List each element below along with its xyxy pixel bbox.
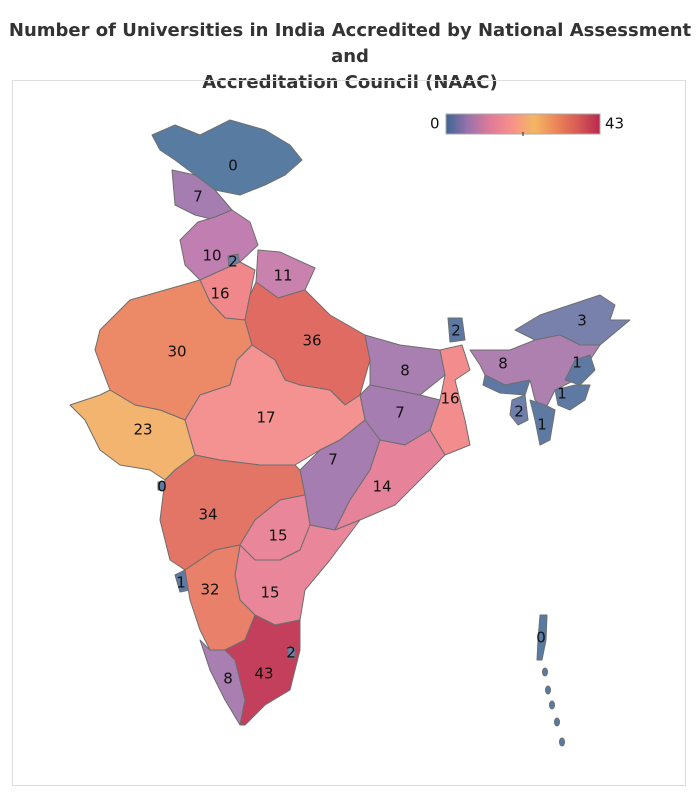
region-jammu-kashmir[interactable] — [151, 119, 303, 196]
title-line-1: Number of Universities in India Accredit… — [8, 20, 692, 67]
map-frame — [12, 80, 686, 786]
value-label-telangana: 15 — [268, 527, 287, 545]
value-label-chhattisgarh: 7 — [328, 451, 338, 469]
value-label-assam: 8 — [498, 355, 508, 373]
value-label-nagaland: 1 — [572, 354, 582, 372]
island-andaman-nicobar[interactable] — [559, 737, 565, 747]
value-label-bihar: 8 — [400, 362, 410, 380]
value-label-tamil-nadu: 43 — [254, 665, 273, 683]
legend-min-label: 0 — [430, 115, 440, 133]
region-tamil-nadu[interactable] — [224, 614, 301, 726]
region-manipur[interactable] — [554, 384, 591, 411]
value-label-maharashtra: 34 — [198, 506, 217, 524]
region-andaman-nicobar[interactable] — [536, 614, 548, 661]
value-label-jammu-kashmir: 0 — [228, 157, 238, 175]
value-label-gujarat: 23 — [133, 421, 152, 439]
region-puducherry[interactable] — [287, 647, 296, 659]
value-label-kerala: 8 — [223, 670, 233, 688]
value-label-punjab: 10 — [202, 247, 221, 265]
legend-max-label: 43 — [605, 115, 624, 133]
chart-title: Number of Universities in India Accredit… — [0, 18, 700, 96]
value-label-goa: 1 — [176, 574, 186, 592]
value-label-odisha: 14 — [372, 478, 391, 496]
value-label-daman-diu: 0 — [157, 478, 167, 496]
value-label-jharkhand: 7 — [395, 404, 405, 422]
value-label-arunachal-pradesh: 3 — [577, 312, 587, 330]
value-label-himachal-pradesh: 7 — [193, 188, 203, 206]
value-label-andhra-pradesh: 15 — [260, 584, 279, 602]
value-label-uttarakhand: 11 — [273, 267, 292, 285]
value-label-haryana: 16 — [210, 285, 229, 303]
value-label-puducherry: 2 — [286, 644, 296, 662]
color-legend: 0 43 — [430, 113, 624, 136]
island-andaman-nicobar[interactable] — [542, 667, 548, 677]
value-label-manipur: 1 — [557, 385, 567, 403]
region-tripura[interactable] — [509, 394, 529, 426]
title-line-2: Accreditation Council (NAAC) — [202, 72, 498, 93]
value-label-uttar-pradesh: 36 — [302, 332, 321, 350]
value-label-tripura: 2 — [514, 403, 524, 421]
value-label-mizoram: 1 — [537, 416, 547, 434]
island-andaman-nicobar[interactable] — [545, 685, 551, 695]
region-daman-diu[interactable] — [157, 481, 166, 491]
value-label-karnataka: 32 — [200, 581, 219, 599]
island-andaman-nicobar[interactable] — [554, 717, 560, 727]
value-label-west-bengal: 16 — [440, 390, 459, 408]
region-west-bengal[interactable] — [429, 344, 471, 456]
value-label-sikkim: 2 — [451, 322, 461, 340]
value-label-andaman-nicobar: 0 — [536, 629, 546, 647]
value-label-delhi: 2 — [228, 253, 238, 271]
region-nagaland[interactable] — [564, 354, 596, 386]
region-arunachal-pradesh[interactable] — [514, 294, 631, 346]
region-sikkim[interactable] — [447, 317, 466, 343]
value-label-madhya-pradesh: 17 — [256, 409, 275, 427]
legend-colorbar — [445, 113, 601, 135]
region-odisha[interactable] — [334, 429, 446, 531]
island-andaman-nicobar[interactable] — [549, 700, 555, 710]
value-label-rajasthan: 30 — [167, 343, 186, 361]
region-mizoram[interactable] — [529, 399, 556, 446]
